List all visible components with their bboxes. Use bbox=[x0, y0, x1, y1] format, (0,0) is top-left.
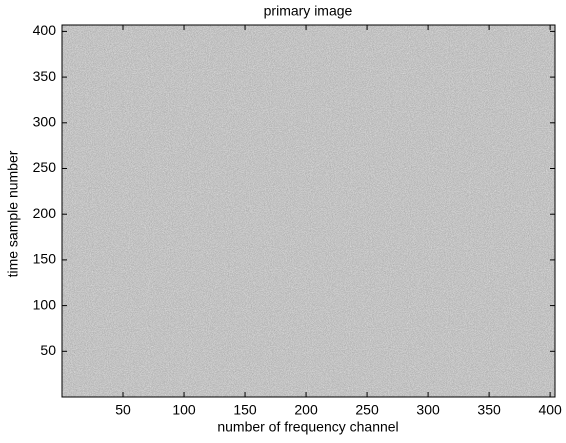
x-tick-label: 150 bbox=[233, 402, 257, 418]
y-tick-label: 300 bbox=[33, 114, 57, 130]
x-tick-label: 400 bbox=[538, 402, 562, 418]
chart-title: primary image bbox=[264, 3, 353, 19]
y-tick-label: 250 bbox=[33, 159, 57, 175]
x-tick-label: 300 bbox=[416, 402, 440, 418]
x-tick-label: 250 bbox=[355, 402, 379, 418]
x-tick-label: 100 bbox=[172, 402, 196, 418]
x-tick-label: 50 bbox=[115, 402, 131, 418]
x-tick-label: 200 bbox=[294, 402, 318, 418]
y-tick-label: 100 bbox=[33, 296, 57, 312]
axes-box bbox=[61, 24, 556, 398]
y-tick-label: 350 bbox=[33, 68, 57, 84]
y-tick-label: 400 bbox=[33, 22, 57, 38]
y-tick-label: 50 bbox=[40, 342, 56, 358]
y-tick-label: 200 bbox=[33, 205, 57, 221]
y-axis-label: time sample number bbox=[5, 150, 21, 277]
image-area bbox=[62, 25, 555, 397]
x-tick-label: 350 bbox=[477, 402, 501, 418]
x-axis-label: number of frequency channel bbox=[217, 419, 398, 435]
y-tick-label: 150 bbox=[33, 251, 57, 267]
